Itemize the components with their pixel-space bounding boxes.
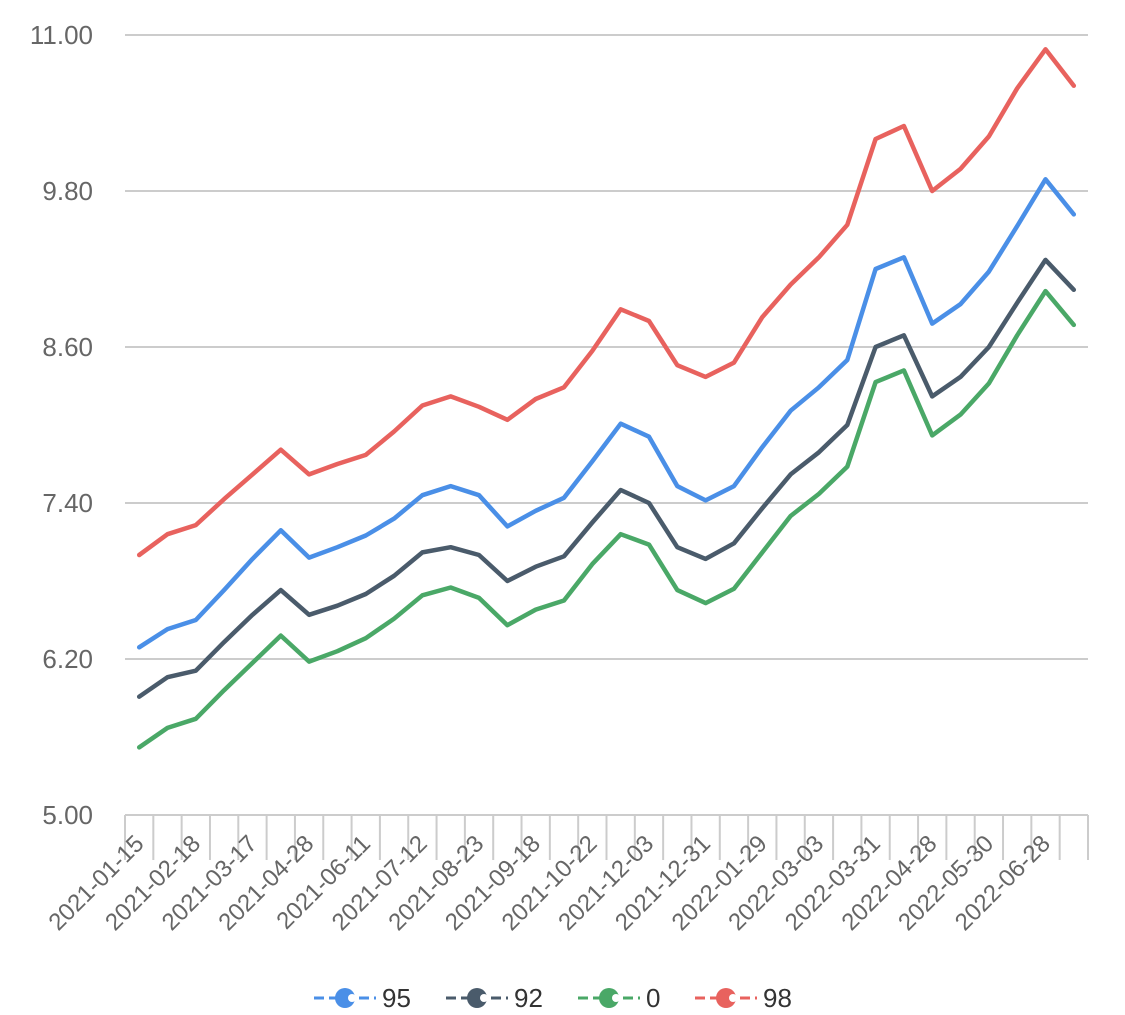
legend-swatch-dot (480, 994, 488, 1002)
legend-label: 98 (763, 983, 792, 1013)
series-line-95 (136, 177, 1077, 650)
y-tick-label: 8.60 (42, 332, 93, 362)
series-line-0 (136, 288, 1077, 750)
legend-swatch-dot (729, 994, 737, 1002)
legend-item-0[interactable]: 0 (578, 983, 660, 1013)
legend-swatch-marker (467, 988, 487, 1008)
legend-item-92[interactable]: 92 (446, 983, 543, 1013)
legend-swatch-marker (599, 988, 619, 1008)
y-tick-label: 6.20 (42, 644, 93, 674)
legend-item-95[interactable]: 95 (314, 983, 411, 1013)
legend-swatch-dot (612, 994, 620, 1002)
legend: 95 92 0 98 (314, 983, 792, 1013)
legend-label: 0 (646, 983, 660, 1013)
y-tick-label: 5.00 (42, 800, 93, 830)
series-line-98 (136, 47, 1077, 558)
y-tick-label: 7.40 (42, 488, 93, 518)
legend-swatch-marker (716, 988, 736, 1008)
y-tick-label: 9.80 (42, 176, 93, 206)
legend-swatch-marker (335, 988, 355, 1008)
grid-layer (125, 34, 1088, 660)
y-tick-label: 11.00 (30, 20, 93, 50)
series-line-92 (136, 257, 1077, 699)
legend-swatch-dot (348, 994, 356, 1002)
legend-item-98[interactable]: 98 (695, 983, 792, 1013)
axis-layer: 5.006.207.408.609.8011.002021-01-152021-… (30, 20, 1089, 936)
legend-label: 92 (514, 983, 543, 1013)
series-layer (136, 47, 1077, 750)
legend-label: 95 (382, 983, 411, 1013)
